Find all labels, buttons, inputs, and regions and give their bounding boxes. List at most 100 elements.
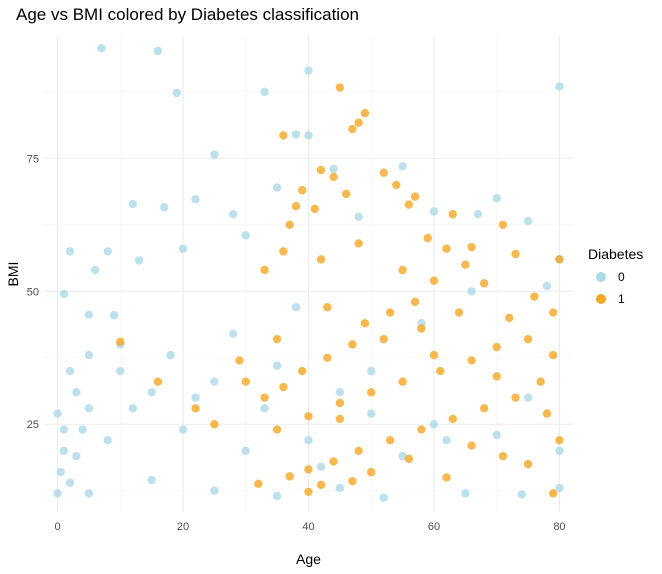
point-series-1-36 (348, 340, 357, 349)
point-series-0-55 (241, 446, 250, 456)
point-series-0-25 (178, 244, 188, 253)
point-series-1-72 (555, 436, 564, 445)
point-series-0-4 (260, 87, 269, 97)
point-series-0-74 (367, 366, 376, 376)
point-series-1-83 (191, 404, 200, 413)
point-series-1-23 (285, 220, 294, 230)
point-series-1-27 (398, 265, 407, 275)
point-series-0-70 (103, 436, 112, 445)
point-series-1-2 (354, 118, 363, 127)
point-series-1-53 (479, 404, 489, 413)
point-series-1-76 (410, 297, 420, 307)
point-series-0-29 (523, 216, 533, 226)
point-series-1-15 (448, 209, 457, 219)
point-series-1-67 (442, 473, 451, 482)
y-axis-title: BMI (5, 262, 21, 287)
point-series-1-33 (454, 308, 464, 317)
point-series-1-38 (298, 366, 307, 376)
point-series-1-8 (341, 189, 351, 199)
point-series-1-58 (329, 457, 338, 466)
point-series-1-71 (548, 489, 558, 498)
point-series-0-59 (272, 361, 282, 370)
ticks-layer: 0 20 40 60 80 25 50 75 (27, 153, 566, 533)
point-series-0-20 (90, 265, 100, 275)
point-series-0-18 (65, 247, 75, 256)
point-series-1-35 (379, 334, 388, 344)
legend-label-1: 1 (618, 292, 625, 306)
x-tick-label-0: 0 (54, 521, 60, 533)
y-tick-label-0: 25 (27, 419, 39, 431)
point-series-1-52 (511, 393, 520, 402)
point-series-1-10 (392, 180, 401, 190)
point-series-1-81 (235, 356, 244, 365)
point-series-1-51 (536, 377, 545, 386)
point-series-1-31 (548, 308, 558, 317)
point-series-1-47 (467, 356, 476, 365)
point-series-1-56 (385, 436, 395, 445)
point-series-0-60 (335, 388, 345, 397)
point-series-0-77 (116, 366, 125, 376)
point-series-1-25 (279, 247, 288, 256)
point-series-0-2 (172, 88, 181, 98)
point-series-1-7 (329, 172, 338, 182)
point-series-0-42 (147, 475, 156, 485)
point-series-0-73 (304, 436, 313, 445)
point-series-1-19 (442, 244, 451, 253)
point-series-0-14 (329, 164, 338, 174)
point-series-0-51 (523, 393, 533, 402)
point-series-0-79 (59, 425, 69, 434)
point-series-1-82 (210, 420, 219, 429)
point-series-0-38 (53, 489, 62, 498)
point-series-0-21 (59, 289, 69, 299)
point-series-1-5 (316, 165, 326, 175)
legend-key-1 (596, 294, 606, 304)
point-series-0-71 (72, 451, 81, 461)
point-series-0-78 (84, 404, 94, 413)
x-tick-label-2: 40 (302, 521, 314, 533)
point-series-1-45 (398, 377, 407, 386)
legend-label-0: 0 (618, 270, 625, 284)
point-series-0-16 (492, 194, 501, 203)
point-series-1-24 (260, 265, 269, 275)
point-series-1-4 (348, 124, 357, 134)
point-series-1-44 (367, 388, 376, 397)
point-series-1-48 (492, 342, 501, 352)
x-tick-label-4: 80 (553, 521, 565, 533)
point-series-0-32 (84, 350, 94, 360)
point-series-1-18 (467, 242, 476, 252)
point-series-0-65 (467, 287, 476, 296)
point-series-1-75 (461, 260, 470, 269)
point-series-1-39 (279, 382, 288, 392)
point-series-0-27 (354, 212, 363, 222)
point-series-1-86 (429, 350, 439, 360)
point-series-1-13 (310, 204, 319, 214)
point-series-0-48 (517, 490, 527, 499)
point-series-1-30 (530, 292, 539, 301)
point-series-1-21 (423, 233, 432, 243)
point-series-1-9 (298, 186, 307, 195)
legend-key-0 (596, 272, 606, 282)
point-series-0-62 (429, 420, 439, 429)
x-axis-title: Age (296, 551, 321, 567)
point-series-0-41 (84, 489, 94, 498)
y-tick-label-2: 75 (27, 153, 39, 165)
point-series-0-17 (473, 209, 483, 219)
point-series-0-46 (379, 493, 388, 502)
point-series-1-84 (153, 377, 163, 386)
point-series-1-26 (316, 255, 326, 264)
legend-title: Diabetes (588, 246, 644, 262)
point-series-1-80 (241, 377, 250, 386)
point-series-0-10 (160, 203, 169, 212)
point-series-1-65 (367, 467, 376, 477)
point-series-1-66 (404, 454, 414, 464)
point-series-0-19 (103, 247, 112, 256)
point-series-0-69 (147, 388, 156, 397)
point-series-1-64 (348, 476, 357, 486)
point-series-1-11 (410, 192, 420, 201)
legend-item-0: 0 (596, 270, 643, 284)
point-series-0-3 (304, 66, 313, 75)
point-series-0-52 (442, 436, 451, 445)
point-series-1-60 (285, 472, 294, 481)
point-series-0-12 (229, 209, 238, 219)
